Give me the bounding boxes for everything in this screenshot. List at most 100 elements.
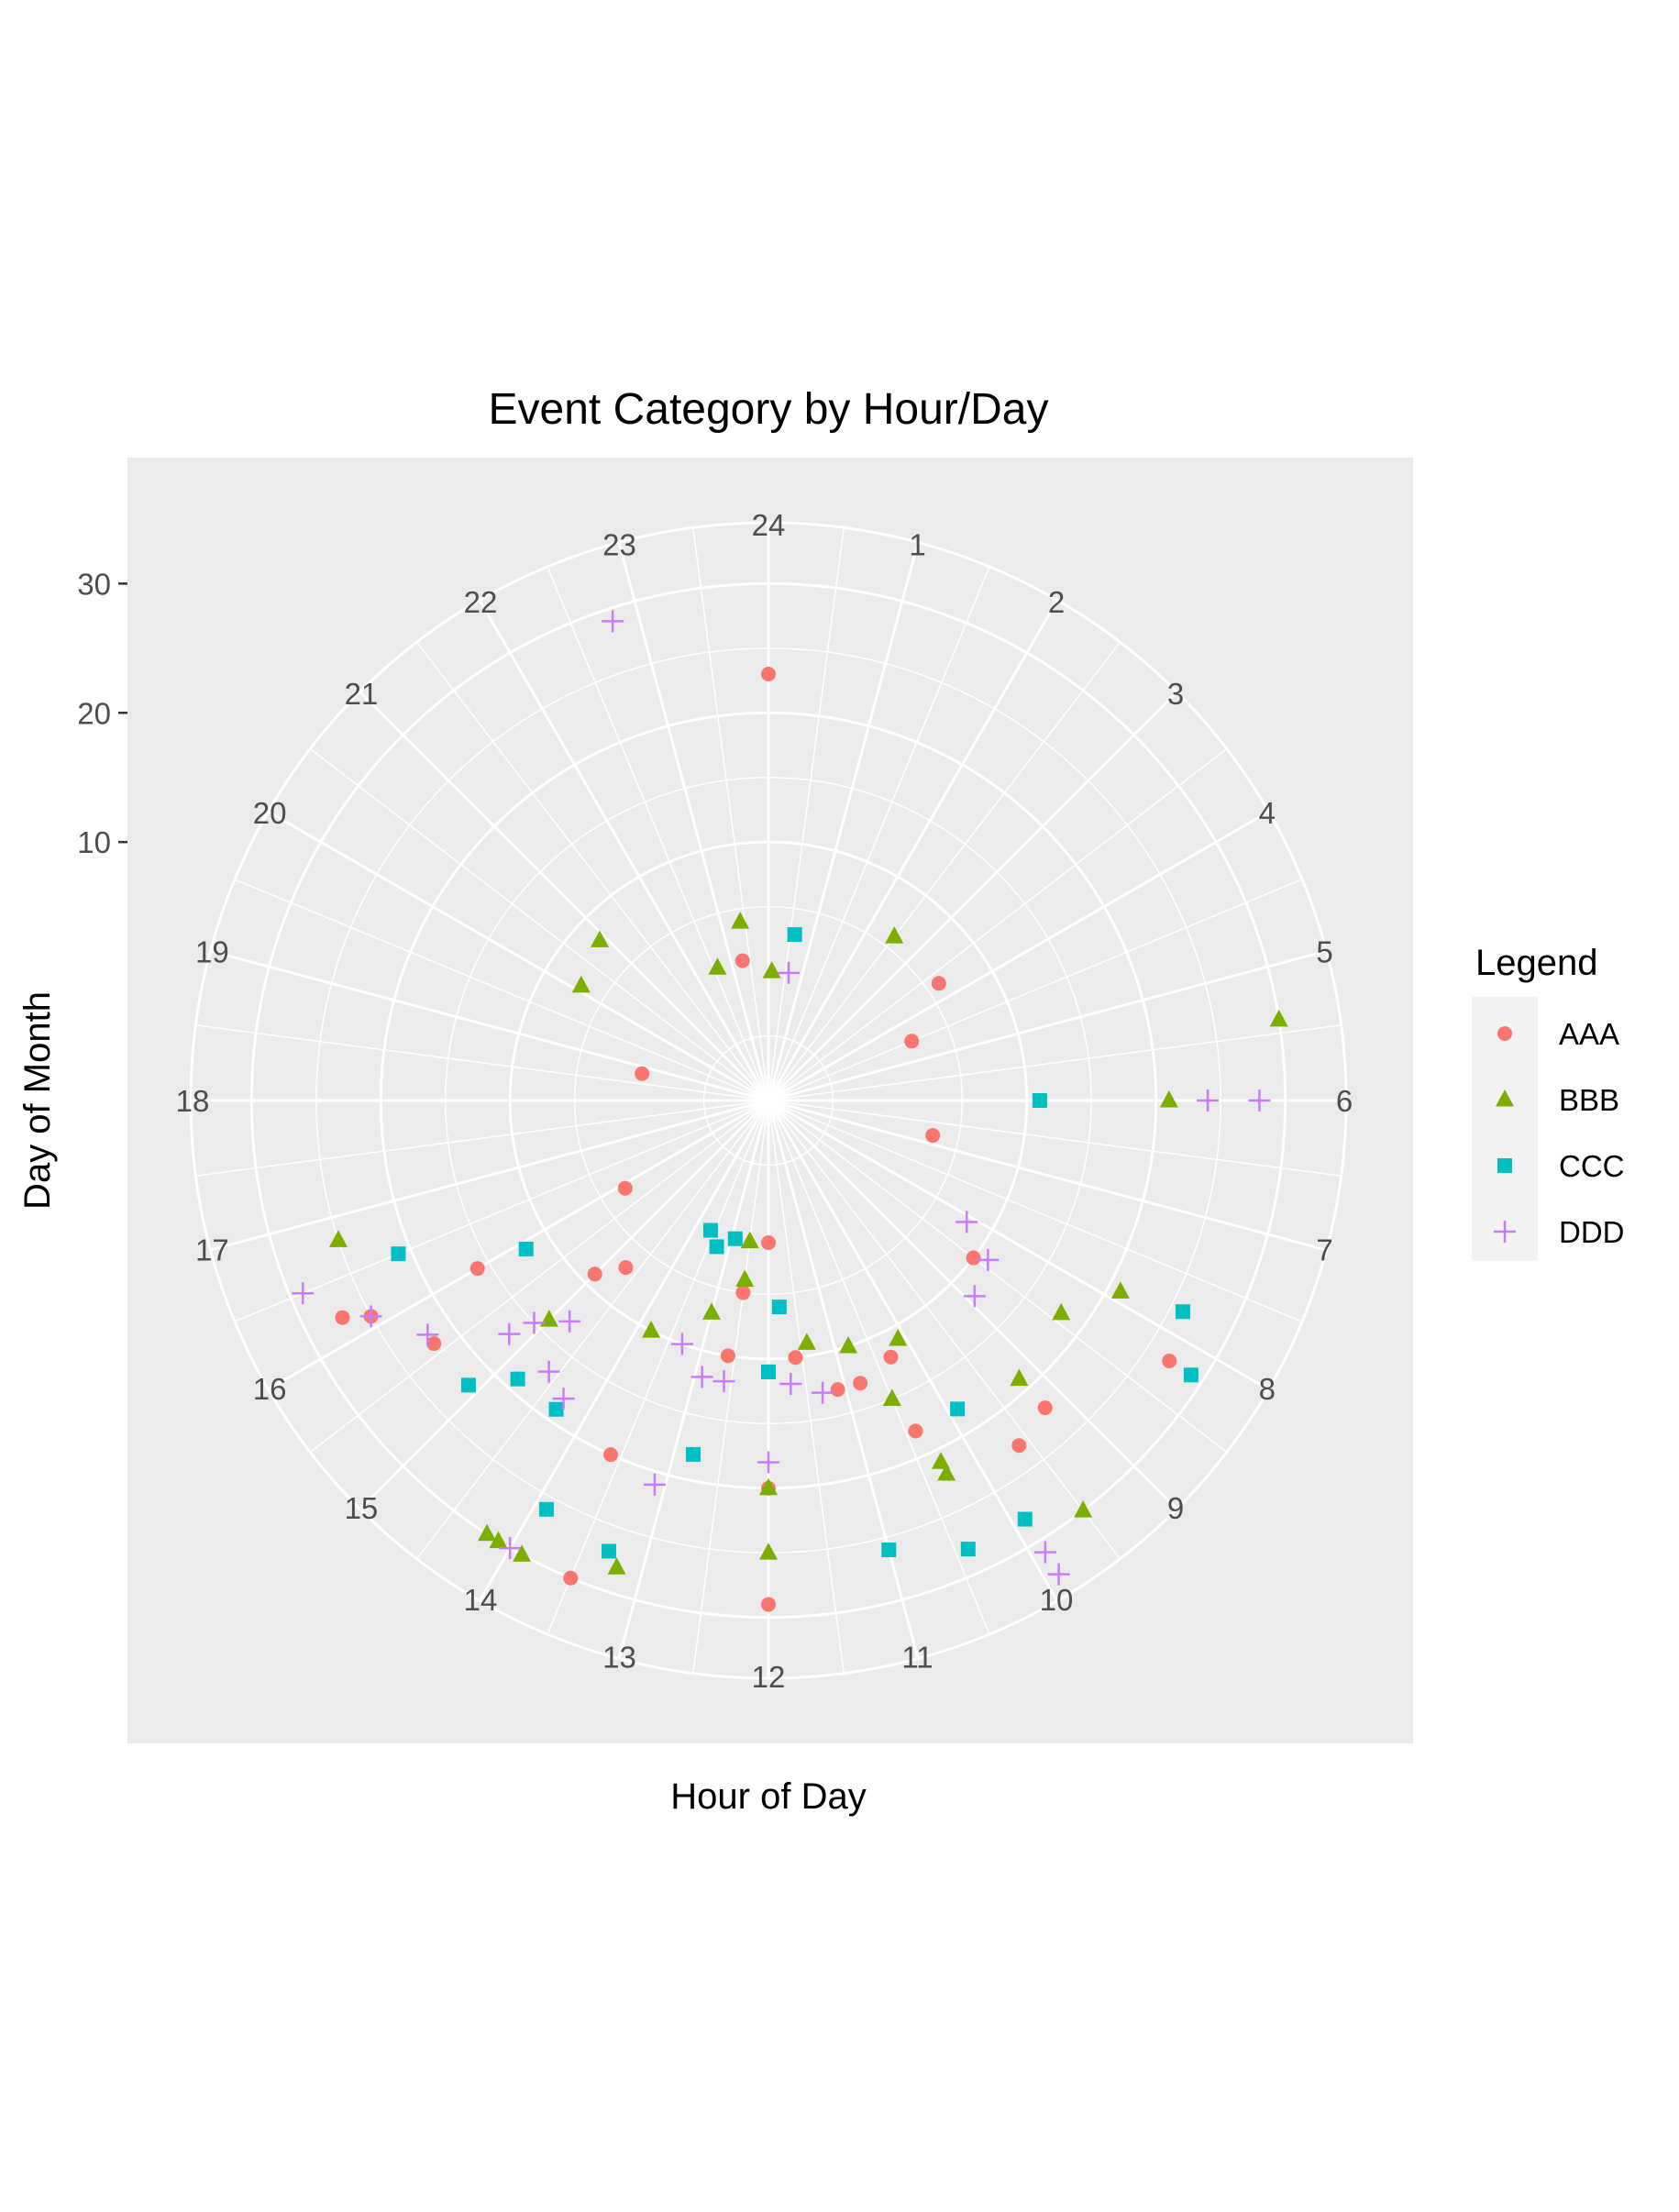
data-point-bbb: [702, 1302, 722, 1320]
data-point-aaa: [618, 1260, 634, 1276]
minor-spoke: [768, 1024, 1342, 1101]
data-point-bbb: [489, 1531, 508, 1549]
data-point-ccc: [1175, 1304, 1190, 1320]
data-point-ccc: [538, 1501, 554, 1517]
data-point-ccc: [685, 1446, 701, 1462]
legend-key-bbb: [1496, 1089, 1514, 1107]
data-point-aaa: [469, 1261, 485, 1277]
minor-spoke: [547, 1100, 769, 1635]
minor-spoke: [692, 527, 769, 1101]
data-point-ccc: [960, 1542, 976, 1557]
major-spoke: [267, 1099, 769, 1391]
major-spoke: [359, 1099, 770, 1510]
y-axis: 10 20 30: [77, 567, 127, 859]
hour-tick-label: 14: [464, 1583, 498, 1617]
major-spoke: [768, 949, 1327, 1102]
data-point-ddd: [712, 1370, 735, 1393]
x-axis-title: Hour of Day: [670, 1776, 866, 1817]
minor-spoke: [768, 879, 1303, 1101]
hour-tick-label: 20: [253, 796, 287, 830]
data-point-aaa: [788, 1350, 803, 1366]
data-point-ddd: [977, 1248, 1000, 1271]
data-point-aaa: [335, 1310, 350, 1325]
hour-tick-label: 10: [1040, 1583, 1074, 1617]
data-point-ddd: [963, 1285, 986, 1308]
data-point-bbb: [735, 1269, 755, 1288]
data-point-bbb: [478, 1523, 497, 1542]
minor-spoke: [309, 1100, 769, 1454]
major-spoke: [359, 691, 770, 1102]
hour-tick-label: 4: [1259, 796, 1276, 830]
data-point-bbb: [839, 1336, 858, 1354]
data-point-aaa: [735, 1285, 751, 1300]
y-axis-title: Day of Month: [17, 991, 58, 1210]
major-spoke: [210, 1099, 769, 1252]
data-point-ccc: [548, 1401, 564, 1417]
data-point-ddd: [812, 1381, 834, 1404]
data-point-bbb: [607, 1557, 626, 1575]
data-point-bbb: [708, 957, 727, 975]
data-point-bbb: [1074, 1500, 1093, 1518]
data-point-bbb: [591, 930, 610, 947]
data-point-aaa: [1037, 1400, 1053, 1416]
major-spoke: [767, 1099, 1178, 1510]
minor-spoke: [768, 1100, 1228, 1454]
minor-spoke: [768, 1100, 1121, 1560]
data-point-ccc: [761, 1364, 776, 1379]
data-point-ddd: [416, 1323, 439, 1346]
data-point-bbb: [759, 1543, 778, 1560]
legend: AAA BBB CCC DDD: [1472, 997, 1625, 1261]
data-point-ddd: [552, 1388, 575, 1410]
data-point-ccc: [1032, 1093, 1047, 1108]
hour-tick-label: 2: [1048, 585, 1065, 619]
data-point-ddd: [955, 1211, 978, 1233]
hour-tick-label: 23: [602, 527, 636, 561]
data-point-ccc: [1183, 1367, 1198, 1383]
data-point-aaa: [853, 1376, 868, 1391]
data-point-aaa: [908, 1423, 923, 1439]
data-point-aaa: [635, 1066, 650, 1081]
minor-spoke: [768, 527, 845, 1101]
major-spoke: [267, 810, 769, 1102]
data-point-bbb: [1110, 1281, 1130, 1299]
data-point-aaa: [925, 1128, 941, 1144]
data-point-ccc: [460, 1377, 476, 1393]
data-point-bbb: [889, 1329, 908, 1346]
hour-tick-label: 12: [752, 1660, 786, 1694]
data-point-bbb: [885, 926, 904, 944]
data-point-ddd: [690, 1366, 713, 1388]
data-point-ddd: [779, 1373, 802, 1396]
minor-spoke: [768, 1100, 845, 1674]
hour-tick-label: 21: [345, 677, 379, 711]
major-spoke: [617, 1100, 770, 1659]
major-spoke: [478, 599, 770, 1101]
data-point-ccc: [601, 1543, 616, 1559]
major-spoke: [767, 1100, 920, 1659]
data-point-bbb: [1010, 1368, 1029, 1387]
minor-spoke: [415, 1100, 769, 1560]
major-spoke: [767, 542, 920, 1101]
data-point-aaa: [587, 1266, 602, 1282]
major-spoke: [617, 542, 770, 1101]
data-point-bbb: [731, 912, 750, 929]
major-spoke: [767, 1100, 1059, 1602]
hour-tick-label: 15: [345, 1491, 379, 1525]
data-point-ccc: [727, 1231, 743, 1246]
hour-tick-label: 16: [253, 1372, 287, 1406]
data-point-ddd: [558, 1310, 581, 1333]
hour-tick-label: 13: [602, 1641, 636, 1675]
minor-spoke: [195, 1100, 769, 1177]
data-point-ddd: [498, 1322, 521, 1345]
hour-tick-label: 3: [1167, 677, 1184, 711]
data-point-ccc: [787, 927, 802, 943]
data-point-ddd: [292, 1282, 315, 1305]
data-point-aaa: [426, 1336, 442, 1352]
data-point-aaa: [883, 1349, 899, 1365]
data-point-aaa: [1162, 1353, 1177, 1368]
major-spoke: [768, 810, 1270, 1102]
data-point-bbb: [740, 1231, 759, 1249]
data-point-bbb: [1159, 1090, 1178, 1108]
data-point-aaa: [761, 1235, 776, 1250]
